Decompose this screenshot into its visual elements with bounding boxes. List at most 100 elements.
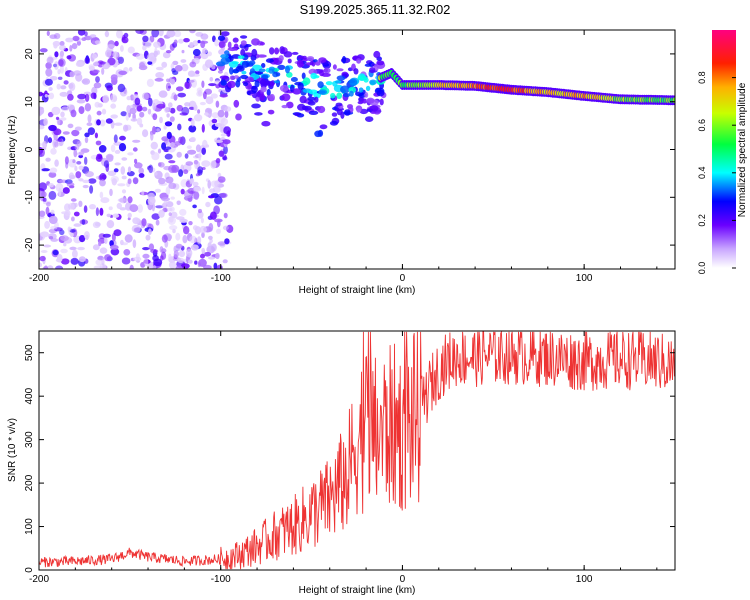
spectrogram-noise-blob xyxy=(148,228,152,235)
spectrogram-noise-blob xyxy=(62,131,70,135)
spectrogram-image xyxy=(39,30,675,269)
spectrogram-noise-blob xyxy=(194,260,198,265)
spectrogram-signal-blob xyxy=(376,89,385,97)
spectrogram-noise-blob xyxy=(99,61,106,65)
spectrogram-noise-blob xyxy=(44,220,50,229)
spectrogram-noise-blob xyxy=(81,219,86,225)
spectrogram-noise-blob xyxy=(50,226,58,230)
spectrogram-noise-blob xyxy=(168,212,172,217)
spectrogram-noise-blob xyxy=(93,82,102,89)
spectrogram-noise-blob xyxy=(202,48,208,55)
spectrogram-noise-blob xyxy=(128,67,133,72)
spectrogram-noise-blob xyxy=(159,116,163,124)
spectrogram-noise-blob xyxy=(197,210,204,219)
colorbar-label: Normalized spectral amplitude xyxy=(737,82,748,217)
spectrogram-noise-blob xyxy=(138,64,148,71)
colorbar-tick-label: 0.8 xyxy=(697,71,707,84)
spectrogram-noise-blob xyxy=(183,38,190,43)
spectrogram-noise-blob xyxy=(70,109,77,118)
spectrogram-noise-blob xyxy=(92,221,101,229)
spectrogram-signal-blob xyxy=(259,78,270,86)
spectrogram-noise-blob xyxy=(183,169,189,175)
spectrogram-signal-blob xyxy=(302,77,311,85)
spectrogram-noise-blob xyxy=(39,255,46,262)
spectrogram-signal-blob xyxy=(318,89,328,95)
spectrogram-noise-blob xyxy=(150,132,154,141)
spectrogram-signal-blob xyxy=(290,77,298,82)
spectrogram-noise-blob xyxy=(186,145,192,149)
spectrogram-noise-blob xyxy=(165,176,174,184)
spectrogram-signal-blob xyxy=(356,58,362,64)
spectrogram-noise-blob xyxy=(208,235,213,240)
spectrogram-signal-blob xyxy=(317,81,324,89)
spectrogram-noise-blob xyxy=(110,74,118,81)
spectrogram-noise-blob xyxy=(84,136,89,144)
spectrogram-noise-blob xyxy=(189,235,197,244)
spectrogram-noise-blob xyxy=(110,144,116,153)
spectrogram-noise-blob xyxy=(78,165,84,170)
spectrogram-noise-blob xyxy=(133,227,141,233)
spectrogram-noise-blob xyxy=(76,40,81,46)
spectrogram-noise-blob xyxy=(69,246,76,250)
spectrogram-signal-blob xyxy=(297,55,305,60)
spectrogram-signal-blob xyxy=(341,56,347,64)
spectrogram-signal-blob xyxy=(218,41,226,48)
spectrogram-noise-blob xyxy=(56,83,61,90)
spectrogram-noise-blob xyxy=(98,145,107,153)
spectrogram-signal-blob xyxy=(281,93,291,102)
spectrogram-noise-blob xyxy=(156,128,160,132)
spectrogram-noise-blob xyxy=(151,30,160,38)
spectrogram-noise-blob xyxy=(49,167,58,174)
spectrogram-noise-blob xyxy=(222,259,228,264)
spectrogram-signal-blob xyxy=(306,62,312,66)
spectrogram-noise-blob xyxy=(43,265,48,269)
spectrogram-noise-blob xyxy=(222,225,229,231)
spectrogram-noise-blob xyxy=(68,83,74,89)
spectrogram-noise-blob xyxy=(70,257,79,265)
spectrogram-signal-blob xyxy=(349,78,358,87)
spectrogram-noise-blob xyxy=(217,70,223,74)
spectrogram-noise-blob xyxy=(166,113,170,118)
spectrogram-noise-blob xyxy=(95,140,102,146)
spectrogram-noise-blob xyxy=(192,181,199,187)
spectrogram-noise-blob xyxy=(48,92,55,100)
spectrogram-signal-blob xyxy=(340,85,350,94)
spectrogram-noise-blob xyxy=(197,166,204,174)
spectrogram-noise-blob xyxy=(158,30,164,37)
spectrogram-noise-blob xyxy=(201,80,205,88)
spectrogram-noise-blob xyxy=(135,253,140,261)
spectrogram-noise-blob xyxy=(78,235,86,243)
spectrogram-noise-blob xyxy=(78,106,85,115)
snr-xtick-label: -100 xyxy=(211,574,231,585)
spectrogram-noise-blob xyxy=(127,166,132,173)
spectrogram-noise-blob xyxy=(84,56,91,64)
spectrogram-noise-blob xyxy=(193,159,199,165)
spectrogram-noise-blob xyxy=(165,50,172,54)
spectrogram-noise-blob xyxy=(142,253,150,259)
spectrogram-noise-blob xyxy=(214,122,222,127)
spectrogram-noise-blob xyxy=(132,147,138,152)
spectrogram-signal-blob xyxy=(227,80,236,89)
spectrogram-noise-blob xyxy=(99,191,104,199)
spectrogram-signal-blob xyxy=(366,97,375,104)
spectrogram-noise-blob xyxy=(74,202,78,208)
spectrogram-noise-blob xyxy=(172,70,179,75)
spectrogram-noise-blob xyxy=(114,122,123,126)
spectrogram-noise-blob xyxy=(152,265,157,269)
spectrogram-ytick-label: -20 xyxy=(24,237,35,252)
spectrogram-noise-blob xyxy=(123,249,131,256)
spectrogram-signal-blob xyxy=(299,95,307,104)
spectrogram-noise-blob xyxy=(107,57,116,66)
colorbar-gradient xyxy=(712,30,736,268)
spectrogram-noise-blob xyxy=(174,65,183,72)
spectrogram-noise-blob xyxy=(153,41,161,48)
spectrogram-noise-blob xyxy=(107,170,117,177)
spectrogram-noise-blob xyxy=(77,246,85,251)
spectrogram-noise-blob xyxy=(178,136,183,144)
spectrogram-noise-blob xyxy=(199,225,207,234)
spectrogram-xlabel: Height of straight line (km) xyxy=(299,285,416,296)
spectrogram-noise-blob xyxy=(214,218,223,223)
spectrogram-noise-blob xyxy=(127,46,135,54)
spectrogram-noise-blob xyxy=(205,144,210,148)
spectrogram-signal-blob xyxy=(224,50,230,56)
